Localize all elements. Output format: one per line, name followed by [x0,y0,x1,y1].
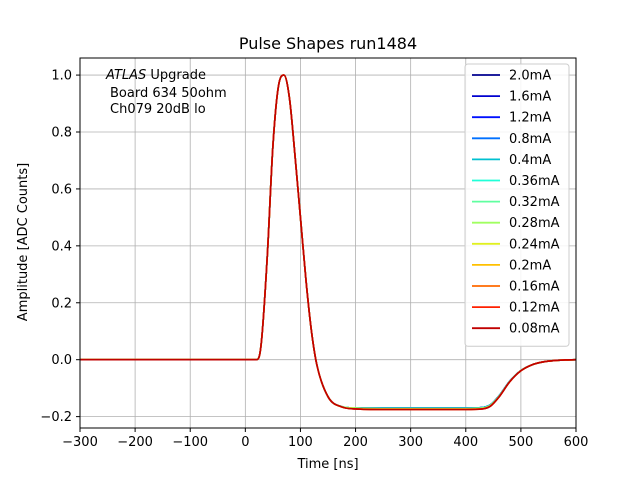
chart-title: Pulse Shapes run1484 [239,34,417,53]
legend-label: 0.28mA [509,216,560,231]
series-line [80,74,576,411]
legend-label: 0.12mA [509,301,560,316]
x-tick-label: −100 [172,435,208,450]
y-tick-label: −0.2 [40,410,72,425]
legend-label: 2.0mA [509,69,551,84]
annotation-block: ATLAS Upgrade Board 634 50ohm Ch079 20dB… [105,68,227,117]
x-tick-label: 400 [453,435,478,450]
legend-label: 0.32mA [509,195,560,210]
x-tick-label: 200 [343,435,368,450]
legend-box [464,63,570,347]
plot-frame [79,57,577,429]
y-tick-label: 1.0 [51,69,72,84]
annotation-line-3: Ch079 20dB lo [110,102,206,117]
x-tick-label: 0 [241,435,249,450]
legend-label: 0.2mA [509,258,551,273]
x-tick-label: 600 [564,435,589,450]
y-tick-label: 0.8 [51,126,72,141]
legend-label: 1.6mA [509,90,551,105]
legend: 2.0mA 1.6mA 1.2mA 0.8mA 0.4mA 0.36mA 0.32mA 0.2… [464,63,570,347]
legend-label: 0.8mA [509,132,551,147]
y-tick-label: 0.0 [51,353,72,368]
legend-label: 0.08mA [509,322,560,337]
legend-label: 0.36mA [509,174,560,189]
annotation-line-2: Board 634 50ohm [110,86,227,101]
annotation-upgrade: Upgrade [146,68,206,83]
axis-ticks: −300 −200 −100 0 100 200 300 400 500 600 −0.2 0.0 0.… [40,69,588,450]
x-tick-label: −300 [62,435,98,450]
annotation-atlas: ATLAS [105,68,146,83]
legend-label: 0.16mA [509,280,560,295]
x-tick-label: 300 [398,435,423,450]
y-tick-label: 0.2 [51,296,72,311]
y-axis-label: Amplitude [ADC Counts] [16,163,31,321]
y-tick-label: 0.4 [51,239,72,254]
x-tick-label: 500 [508,435,533,450]
annotation-line-1: ATLAS Upgrade [105,68,206,83]
legend-label: 1.2mA [509,111,551,126]
x-axis-label: Time [ns] [296,457,358,472]
x-tick-label: −200 [117,435,153,450]
x-tick-label: 100 [288,435,313,450]
legend-label: 0.24mA [509,237,560,252]
series-lines [80,74,576,411]
legend-label: 0.4mA [509,153,551,168]
y-tick-label: 0.6 [51,182,72,197]
